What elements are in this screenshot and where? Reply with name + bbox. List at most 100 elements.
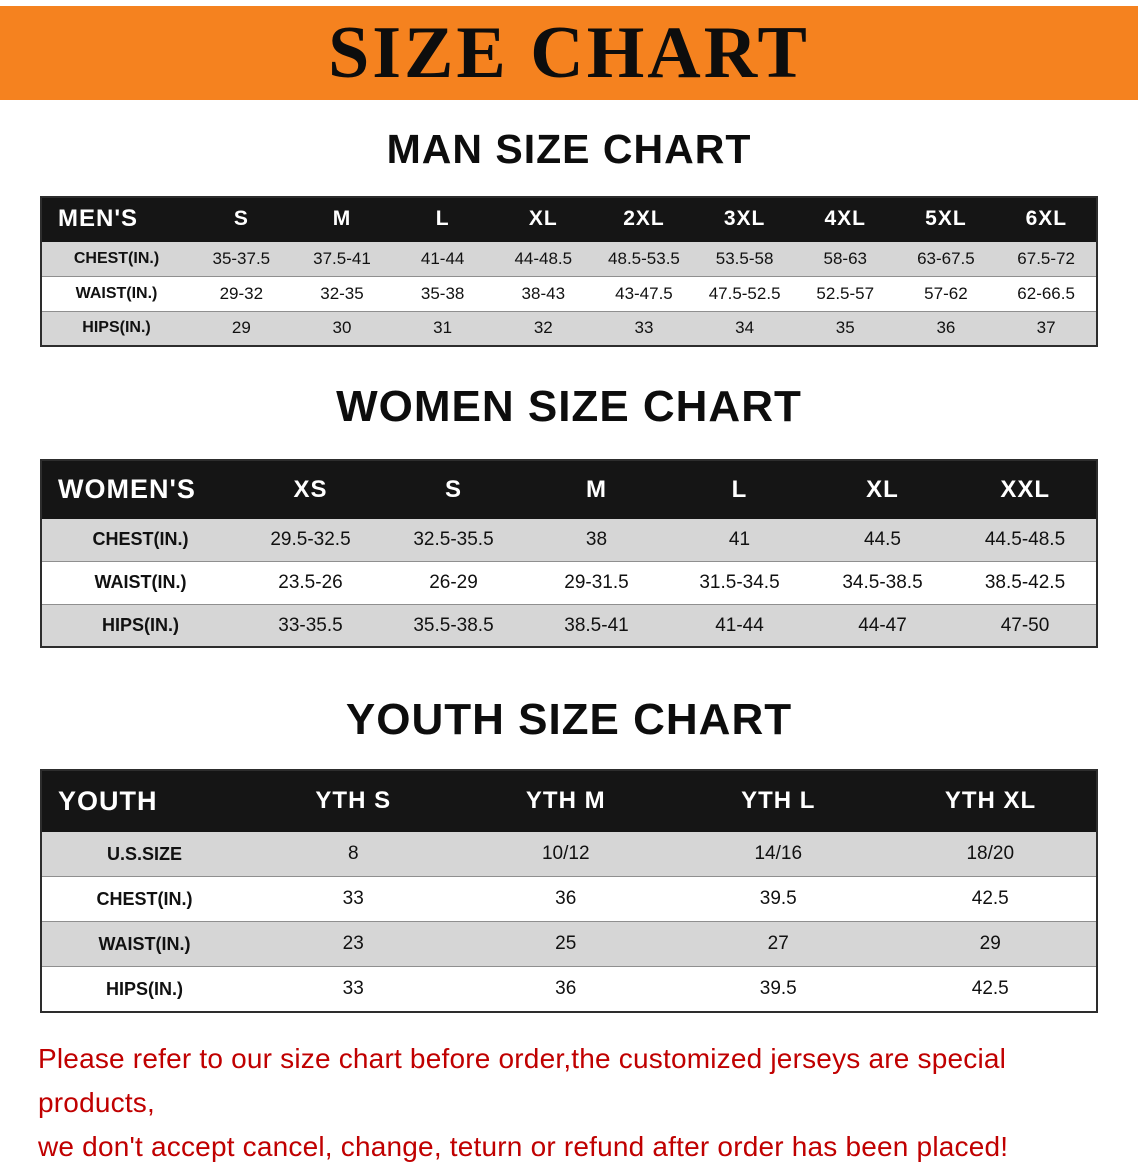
size-value: 29-31.5 bbox=[564, 571, 629, 593]
size-value: 42.5 bbox=[971, 978, 1009, 1000]
size-value: 23.5-26 bbox=[278, 571, 343, 593]
table-header-row: WOMEN'S XS S M L XL XXL bbox=[40, 459, 1098, 519]
row-label: WAIST(IN.) bbox=[94, 572, 187, 593]
size-column-header: S bbox=[381, 459, 526, 519]
size-value: 10/12 bbox=[541, 843, 590, 865]
size-value: 36 bbox=[555, 888, 577, 910]
row-label: CHEST(IN.) bbox=[73, 249, 160, 267]
size-value: 32 bbox=[533, 318, 553, 338]
size-value: 29 bbox=[979, 933, 1001, 955]
disclaimer-text: Please refer to our size chart before or… bbox=[38, 1037, 1100, 1169]
youth-size-table: YOUTH YTH S YTH M YTH L YTH XL U.S.SIZE 8 10/12… bbox=[40, 768, 1098, 1013]
size-column-header: YTH XL bbox=[884, 769, 1098, 833]
table-corner-label: MEN'S bbox=[40, 196, 192, 242]
size-column-header: M bbox=[291, 196, 393, 242]
size-value: 37 bbox=[1036, 318, 1056, 338]
size-value: 53.5-58 bbox=[715, 248, 774, 268]
row-label: U.S.SIZE bbox=[106, 843, 182, 864]
size-value: 38 bbox=[585, 528, 608, 550]
size-column-header: M bbox=[524, 459, 669, 519]
size-value: 18/20 bbox=[966, 843, 1015, 865]
size-value: 35 bbox=[835, 318, 855, 338]
size-value: 47.5-52.5 bbox=[708, 283, 781, 303]
size-value: 58-63 bbox=[823, 248, 867, 268]
table-corner-label: YOUTH bbox=[40, 769, 248, 833]
size-column-header: 3XL bbox=[693, 196, 796, 242]
size-value: 41-44 bbox=[420, 248, 465, 268]
size-value: 62-66.5 bbox=[1017, 283, 1075, 303]
size-value: 44.5-48.5 bbox=[984, 528, 1066, 550]
table-row: U.S.SIZE 8 10/12 14/16 18/20 bbox=[41, 831, 1097, 877]
table-row: CHEST(IN.) 33 36 39.5 42.5 bbox=[41, 876, 1097, 922]
size-value: 57-62 bbox=[924, 283, 968, 303]
size-value: 43-47.5 bbox=[615, 283, 673, 303]
table-row: CHEST(IN.) 29.5-32.5 32.5-35.5 38 41 44.5 44.5… bbox=[41, 518, 1097, 562]
size-value: 31 bbox=[433, 318, 453, 338]
size-value: 44-47 bbox=[858, 614, 907, 636]
size-column-header: YTH S bbox=[246, 769, 460, 833]
size-column-header: YTH M bbox=[459, 769, 673, 833]
size-value: 63-67.5 bbox=[917, 248, 975, 268]
size-value: 39.5 bbox=[759, 888, 797, 910]
size-value: 42.5 bbox=[971, 888, 1009, 910]
disclaimer-line-1: Please refer to our size chart before or… bbox=[38, 1042, 1007, 1118]
row-label: HIPS(IN.) bbox=[105, 978, 183, 999]
size-value: 27 bbox=[767, 933, 789, 955]
size-value: 32.5-35.5 bbox=[413, 528, 494, 550]
size-value: 31.5-34.5 bbox=[699, 571, 780, 593]
size-value: 34 bbox=[735, 318, 755, 338]
table-row: HIPS(IN.) 33-35.5 35.5-38.5 38.5-41 41-44 44-… bbox=[41, 604, 1097, 648]
size-value: 25 bbox=[555, 933, 577, 955]
size-column-header: S bbox=[190, 196, 293, 242]
banner-title: SIZE CHART bbox=[328, 12, 810, 94]
size-value: 29-32 bbox=[219, 283, 264, 303]
size-column-header: 5XL bbox=[895, 196, 997, 242]
size-value: 32-35 bbox=[320, 283, 364, 303]
table-header-row: MEN'S S M L XL 2XL 3XL 4XL 5XL 6XL bbox=[40, 196, 1098, 242]
size-column-header: XL bbox=[492, 196, 595, 242]
table-row: HIPS(IN.) 33 36 39.5 42.5 bbox=[41, 966, 1097, 1012]
table-row: WAIST(IN.) 23.5-26 26-29 29-31.5 31.5-34.5 34… bbox=[41, 561, 1097, 605]
row-label: WAIST(IN.) bbox=[98, 933, 191, 954]
size-value: 26-29 bbox=[429, 571, 478, 593]
size-column-header: XS bbox=[238, 459, 383, 519]
size-value: 14/16 bbox=[754, 843, 803, 865]
table-header-row: YOUTH YTH S YTH M YTH L YTH XL bbox=[40, 769, 1098, 833]
table-row: CHEST(IN.) 35-37.5 37.5-41 41-44 44-48.5 48.5… bbox=[41, 241, 1097, 277]
size-value: 29.5-32.5 bbox=[270, 528, 351, 550]
women-section-heading: WOMEN SIZE CHART bbox=[336, 382, 802, 432]
man-section-heading: MAN SIZE CHART bbox=[386, 126, 752, 172]
size-value: 38-43 bbox=[521, 283, 566, 303]
size-column-header: YTH L bbox=[671, 769, 885, 833]
size-value: 35-37.5 bbox=[212, 248, 271, 268]
size-column-header: 2XL bbox=[593, 196, 695, 242]
men-size-table: MEN'S S M L XL 2XL 3XL 4XL 5XL 6XL CHEST(IN.) 35-37… bbox=[40, 196, 1098, 348]
size-value: 23 bbox=[342, 933, 364, 955]
size-column-header: 4XL bbox=[794, 196, 897, 242]
row-label: CHEST(IN.) bbox=[92, 529, 189, 550]
row-label: HIPS(IN.) bbox=[101, 615, 179, 636]
women-size-table: WOMEN'S XS S M L XL XXL CHEST(IN.) 29.5-32.5 32.5… bbox=[40, 459, 1098, 649]
size-value: 33-35.5 bbox=[278, 614, 343, 636]
youth-section-heading: YOUTH SIZE CHART bbox=[345, 695, 793, 745]
size-value: 39.5 bbox=[759, 978, 797, 1000]
size-value: 38.5-42.5 bbox=[984, 571, 1066, 593]
table-row: HIPS(IN.) 29 30 31 32 33 34 35 36 37 bbox=[41, 311, 1097, 347]
size-value: 35-38 bbox=[420, 283, 465, 303]
disclaimer-line-2: we don't accept cancel, change, teturn o… bbox=[38, 1130, 1009, 1162]
size-value: 41-44 bbox=[715, 614, 764, 636]
size-value: 38.5-41 bbox=[564, 614, 629, 636]
row-label: WAIST(IN.) bbox=[75, 284, 158, 302]
size-value: 67.5-72 bbox=[1017, 248, 1075, 268]
size-value: 36 bbox=[936, 318, 956, 338]
size-column-header: XXL bbox=[953, 459, 1098, 519]
size-value: 30 bbox=[332, 318, 352, 338]
size-value: 47-50 bbox=[1000, 614, 1050, 636]
size-value: 29 bbox=[231, 318, 251, 338]
row-label: HIPS(IN.) bbox=[82, 319, 151, 337]
size-column-header: L bbox=[667, 459, 812, 519]
size-value: 44.5 bbox=[864, 528, 901, 550]
size-value: 44-48.5 bbox=[514, 248, 573, 268]
size-value: 34.5-38.5 bbox=[842, 571, 923, 593]
size-chart-banner: SIZE CHART bbox=[0, 6, 1138, 100]
